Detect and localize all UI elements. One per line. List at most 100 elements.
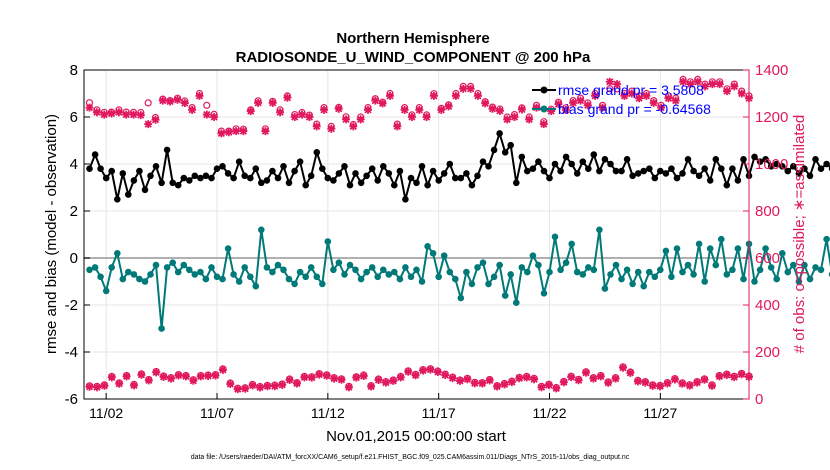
bias-point [463, 268, 470, 276]
bias-point [191, 271, 199, 278]
bias-point [695, 240, 703, 248]
obs-assimilated-marker [620, 91, 629, 100]
bias-point [474, 264, 481, 271]
bias-point [529, 252, 537, 259]
obs-assimilated-marker [396, 373, 405, 382]
rmse-point [291, 167, 298, 175]
bias-point [324, 238, 332, 245]
rmse-point [629, 172, 636, 180]
x-tick-label: 11/27 [643, 405, 677, 421]
asterisk-stroke [115, 380, 123, 388]
rmse-point [158, 179, 165, 187]
asterisk-stroke [130, 381, 138, 390]
chart-subtitle: RADIOSONDE_U_WIND_COMPONENT @ 200 hPa [236, 49, 591, 66]
obs-assimilated-marker [337, 375, 346, 384]
rmse-point [380, 163, 387, 170]
asterisk-stroke [100, 382, 109, 390]
asterisk-stroke [589, 374, 598, 383]
rmse-point [734, 177, 742, 184]
bias-point [784, 268, 792, 276]
bias-point [269, 268, 276, 276]
asterisk-stroke [166, 97, 174, 106]
asterisk-stroke [419, 366, 427, 375]
obs-assimilated-marker [626, 368, 635, 377]
asterisk-stroke [291, 113, 299, 121]
asterisk-stroke [567, 373, 575, 381]
rmse-point [568, 160, 575, 168]
obs-assimilated-marker [686, 80, 695, 89]
rmse-point [418, 163, 426, 170]
obs-assimilated-marker [239, 127, 248, 136]
asterisk-stroke [459, 85, 467, 93]
obs-assimilated-marker [407, 113, 416, 121]
bias-point [368, 264, 376, 271]
asterisk-stroke [672, 96, 680, 105]
obs-assimilated-marker [554, 100, 563, 109]
bias-point [202, 275, 210, 283]
rmse-point [313, 149, 321, 156]
bias-point [767, 264, 775, 271]
asterisk-stroke [737, 370, 746, 378]
rmse-point [474, 172, 481, 180]
obs-assimilated-marker [679, 77, 688, 86]
obs-assimilated-marker [218, 365, 227, 374]
asterisk-stroke [411, 371, 420, 379]
bias-point [795, 278, 803, 285]
obs-assimilated-marker [433, 368, 442, 376]
rmse-point [346, 181, 354, 189]
asterisk-stroke [430, 92, 438, 100]
bias-point [130, 271, 138, 278]
y2-tick-label: 1200 [755, 109, 788, 126]
asterisk-stroke [679, 78, 687, 86]
obs-assimilated-marker [330, 374, 339, 383]
obs-assimilated-marker [510, 113, 519, 121]
bias-point [779, 250, 786, 257]
rmse-point [269, 167, 276, 175]
asterisk-stroke [298, 110, 306, 119]
asterisk-stroke [508, 378, 516, 386]
bias-point [585, 264, 592, 271]
rmse-point [452, 174, 459, 182]
asterisk-stroke [174, 371, 183, 380]
bias-point [557, 266, 564, 274]
obs-assimilated-marker [685, 381, 694, 390]
rmse-point [684, 156, 692, 163]
asterisk-stroke [349, 122, 357, 131]
obs-assimilated-marker [342, 115, 350, 124]
rmse-point [479, 158, 487, 165]
asterisk-stroke [100, 110, 108, 119]
rmse-point [407, 174, 415, 182]
obs-assimilated-marker [285, 376, 294, 384]
asterisk-stroke [323, 372, 331, 380]
asterisk-stroke [188, 106, 196, 114]
obs-assimilated-marker [232, 127, 241, 136]
rmse-point [374, 177, 382, 184]
obs-assimilated-marker [137, 370, 146, 379]
obs-assimilated-marker [444, 102, 453, 111]
obs-possible-marker [203, 101, 211, 109]
rmse-point [341, 163, 348, 170]
rmse-point [186, 177, 193, 184]
asterisk-stroke [320, 106, 328, 114]
bias-point [806, 275, 814, 283]
obs-assimilated-marker [530, 375, 539, 384]
obs-assimilated-marker [485, 376, 494, 385]
rmse-point [241, 172, 248, 180]
asterisk-stroke [496, 107, 504, 115]
obs-assimilated-marker [246, 107, 255, 116]
obs-assimilated-marker [344, 383, 353, 392]
asterisk-stroke [360, 372, 368, 380]
bias-point [607, 271, 614, 278]
obs-assimilated-marker [473, 91, 482, 100]
asterisk-stroke [247, 107, 255, 115]
asterisk-stroke [437, 106, 445, 114]
asterisk-stroke [313, 122, 321, 131]
rmse-point [368, 165, 376, 172]
obs-assimilated-marker [352, 373, 361, 382]
rmse-point [391, 181, 398, 189]
asterisk-stroke [389, 377, 397, 385]
rmse-point [296, 158, 304, 165]
obs-assimilated-marker [129, 110, 138, 119]
asterisk-stroke [151, 116, 160, 124]
asterisk-stroke [278, 381, 286, 389]
